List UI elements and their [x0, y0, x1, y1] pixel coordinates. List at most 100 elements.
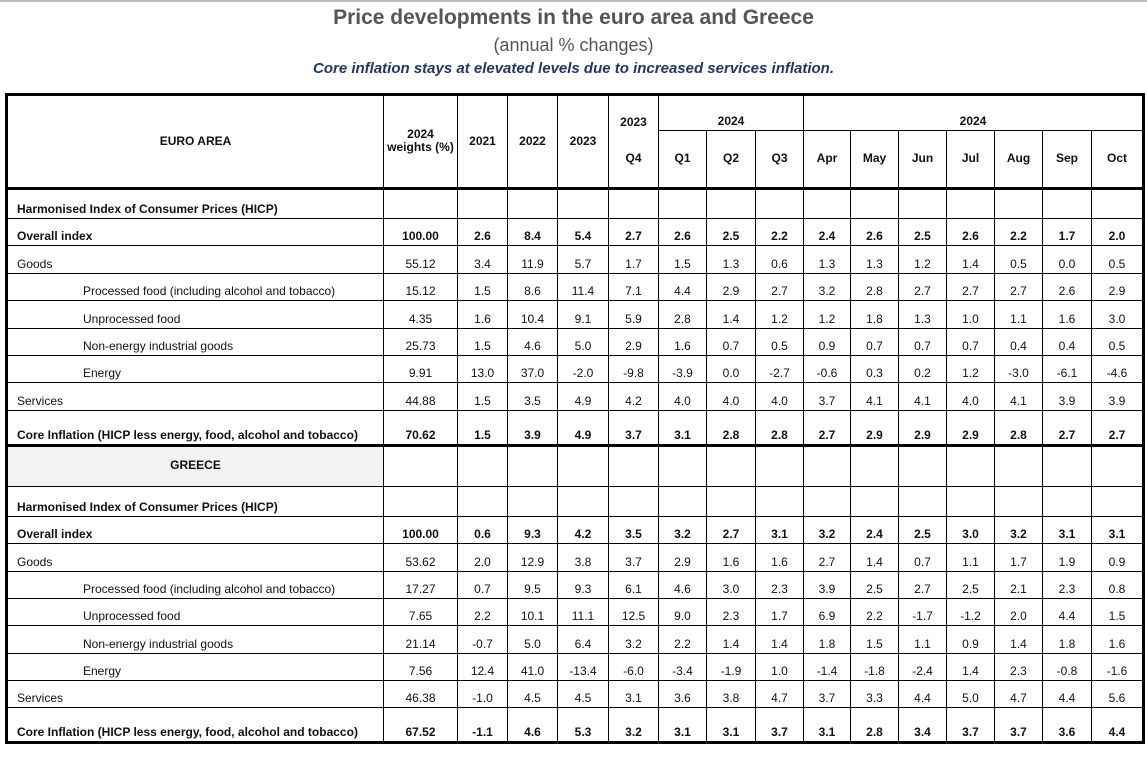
header-month: Jul	[946, 130, 996, 189]
value-cell: 3.7	[608, 409, 659, 446]
blank-cell	[658, 187, 707, 219]
value-cell: 1.7	[608, 245, 659, 274]
value-cell: 3.2	[803, 272, 852, 302]
header-year: 2022	[507, 93, 558, 189]
value-cell: 2.7	[1091, 409, 1146, 446]
value-cell: 1.5	[658, 245, 707, 274]
value-cell: 0.6	[754, 245, 805, 274]
blank-cell	[457, 443, 508, 487]
value-cell: 0.7	[706, 327, 756, 356]
value-cell: 2.9	[608, 327, 659, 356]
value-cell: 7.1	[608, 272, 659, 302]
value-cell: 2.8	[850, 272, 900, 302]
blank-cell	[754, 485, 805, 517]
header-quarter: Q4	[608, 130, 659, 189]
value-cell: 3.5	[608, 515, 659, 545]
table-row: Unprocessed food 7.65 2.2 10.1 11.1 12.5 9.0 2.…	[5, 597, 1146, 627]
table-row: Energy 9.91 13.0 37.0 -2.0 -9.8 -3.9 0.0 -2.7 -0.…	[5, 354, 1146, 384]
value-cell: 2.0	[994, 597, 1044, 627]
value-cell: 1.3	[850, 245, 900, 274]
value-cell: 1.6	[754, 543, 805, 572]
value-cell: 9.3	[557, 570, 609, 599]
value-cell: 11.4	[557, 272, 609, 302]
value-cell: 2.7	[898, 570, 948, 599]
value-cell: 3.0	[706, 570, 756, 599]
row-label: Unprocessed food	[5, 597, 384, 627]
value-cell: 4.4	[1042, 680, 1093, 709]
value-cell: 1.5	[457, 409, 508, 446]
header-group-2024-quarters: 2024	[657, 93, 805, 131]
value-cell: 6.9	[803, 597, 852, 627]
value-cell: 2.8	[706, 409, 756, 446]
value-cell: 1.1	[946, 543, 996, 572]
blank-cell	[507, 187, 558, 219]
blank-cell	[994, 485, 1044, 517]
table-row: Non-energy industrial goods 21.14 -0.7 5.0 6…	[5, 625, 1146, 654]
value-cell: 10.1	[507, 597, 558, 627]
value-cell: 4.4	[1091, 707, 1146, 745]
value-cell: 3.7	[946, 707, 996, 745]
value-cell: 6.4	[557, 625, 609, 654]
blank-cell	[850, 187, 900, 219]
value-cell: 3.4	[457, 245, 508, 274]
value-cell: 0.0	[706, 354, 756, 384]
value-cell: 4.6	[507, 327, 558, 356]
value-cell: 1.6	[1042, 300, 1093, 329]
value-cell: 1.7	[1042, 217, 1093, 247]
header-month: Apr	[803, 130, 852, 189]
value-cell: 12.5	[608, 597, 659, 627]
row-label: Processed food (including alcohol and to…	[5, 570, 384, 599]
table-row: Non-energy industrial goods 25.73 1.5 4.6 5.…	[5, 327, 1146, 356]
header-group-2023: 2023	[608, 93, 659, 131]
table-row: Services 46.38 -1.0 4.5 4.5 3.1 3.6 3.8 4.7 3.7 3.…	[5, 680, 1146, 709]
header-year: 2021	[457, 93, 508, 189]
value-cell: 4.7	[994, 680, 1044, 709]
value-cell: 1.3	[803, 245, 852, 274]
value-cell: 8.6	[507, 272, 558, 302]
table-row: Services 44.88 1.5 3.5 4.9 4.2 4.0 4.0 4.0 3.7 4.1…	[5, 382, 1146, 411]
value-cell: 4.9	[557, 409, 609, 446]
value-cell: 3.6	[658, 680, 707, 709]
blank-cell	[946, 443, 996, 487]
value-cell: 1.4	[850, 543, 900, 572]
blank-cell	[850, 485, 900, 517]
value-cell: 3.9	[507, 409, 558, 446]
value-cell: 2.2	[754, 217, 805, 247]
row-label: Goods	[5, 543, 384, 572]
page-subtitle: (annual % changes)	[493, 35, 654, 55]
value-cell: -2.4	[898, 652, 948, 682]
value-cell: 4.7	[754, 680, 805, 709]
table-row: Goods 55.12 3.4 11.9 5.7 1.7 1.5 1.3 0.6 1.3 1.3 1.…	[5, 245, 1146, 274]
value-cell: 0.4	[994, 327, 1044, 356]
blank-cell	[457, 187, 508, 219]
blank-cell	[898, 485, 948, 517]
value-cell: 2.1	[994, 570, 1044, 599]
value-cell: 2.5	[706, 217, 756, 247]
value-cell: 1.9	[1042, 543, 1093, 572]
blank-cell	[608, 443, 659, 487]
blank-cell	[608, 485, 659, 517]
value-cell: 0.2	[898, 354, 948, 384]
value-cell: 1.7	[754, 597, 805, 627]
value-cell: 3.1	[658, 707, 707, 745]
value-cell: 4.2	[608, 382, 659, 411]
value-cell: -2.7	[754, 354, 805, 384]
section-name: GREECE	[5, 443, 384, 487]
value-cell: -4.6	[1091, 354, 1146, 384]
value-cell: 11.9	[507, 245, 558, 274]
value-cell: -1.4	[803, 652, 852, 682]
value-cell: 4.0	[658, 382, 707, 411]
value-cell: 1.8	[1042, 625, 1093, 654]
value-cell: 2.8	[850, 707, 900, 745]
value-cell: 2.7	[1042, 409, 1093, 446]
blank-cell	[658, 485, 707, 517]
blank-cell	[946, 187, 996, 219]
blank-cell	[1042, 485, 1093, 517]
weight-cell: 7.56	[383, 652, 458, 682]
value-cell: -9.8	[608, 354, 659, 384]
value-cell: 2.0	[457, 543, 508, 572]
value-cell: 3.3	[850, 680, 900, 709]
value-cell: 9.3	[507, 515, 558, 545]
value-cell: 1.2	[803, 300, 852, 329]
value-cell: 1.5	[457, 382, 508, 411]
